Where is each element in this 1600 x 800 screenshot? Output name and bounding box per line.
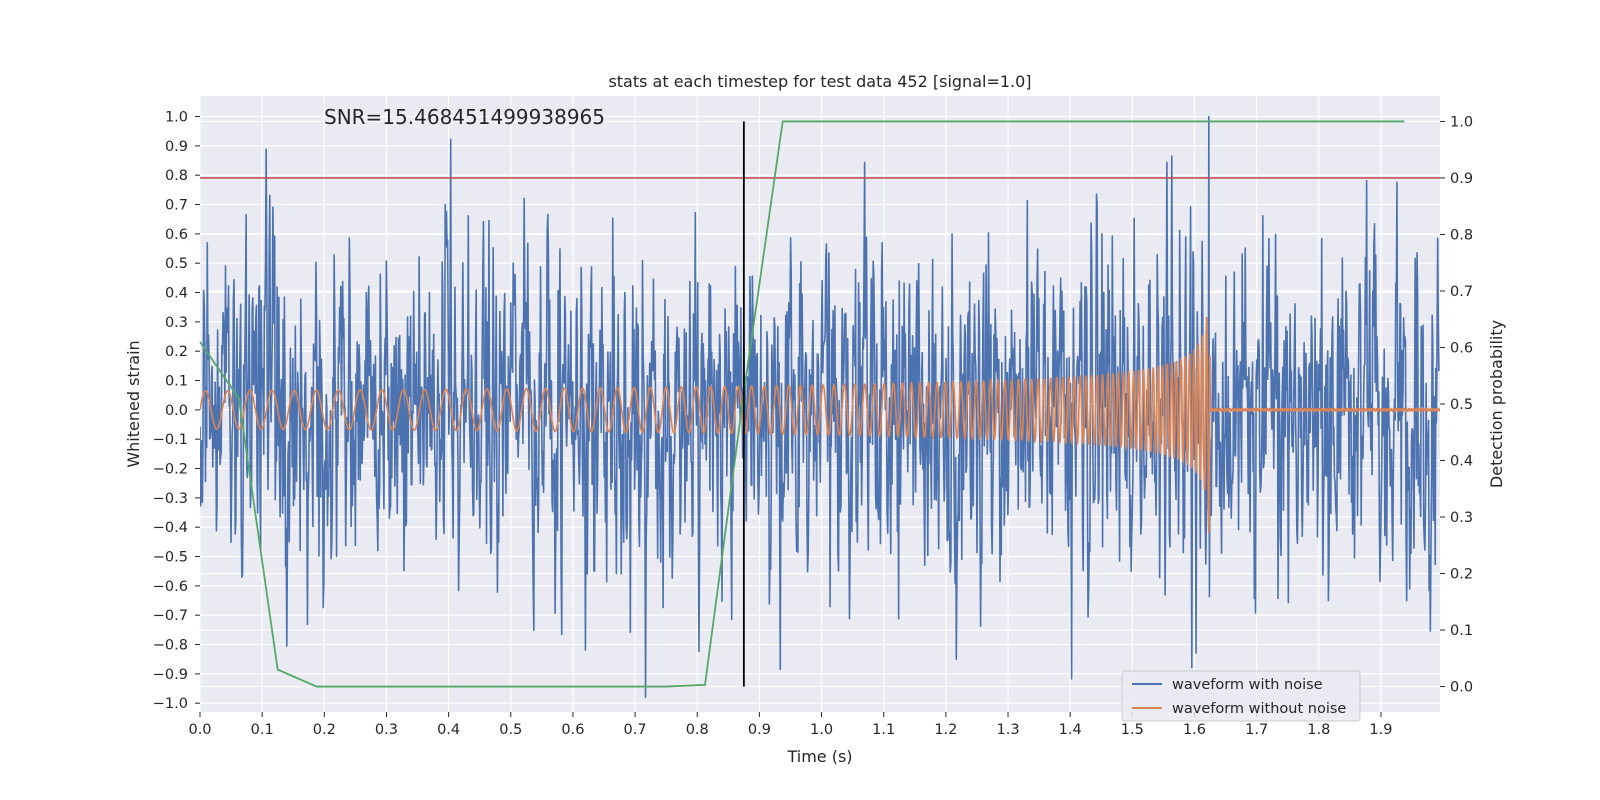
x-tick-label: 1.8	[1307, 722, 1330, 738]
y-tick-label-left: −0.8	[153, 638, 188, 654]
y-tick-label-left: −0.1	[153, 432, 188, 448]
x-tick-label: 1.5	[1121, 722, 1144, 738]
x-tick-label: 0.0	[188, 722, 211, 738]
x-tick-label: 0.7	[624, 722, 647, 738]
y-tick-label-left: 0.7	[165, 198, 188, 214]
y-tick-label-left: 0.0	[165, 403, 188, 419]
y-tick-label-left: −0.2	[153, 462, 188, 478]
x-tick-label: 1.1	[872, 722, 895, 738]
series-layer	[200, 115, 1440, 699]
y-tick-label-left: 0.6	[165, 227, 188, 243]
overlay-layer	[199, 120, 1440, 688]
x-tick-label: 1.2	[934, 722, 957, 738]
legend: waveform with noise waveform without noi…	[1121, 670, 1361, 722]
y-tick-label-right: 0.8	[1450, 227, 1473, 243]
x-tick-label: 0.4	[437, 722, 460, 738]
y-axis-title-left: Whitened strain	[124, 340, 143, 467]
x-axis-title: Time (s)	[786, 747, 852, 766]
chart-title: stats at each timestep for test data 452…	[608, 72, 1031, 91]
y-tick-label-left: 0.1	[165, 374, 188, 390]
y-tick-label-right: 0.4	[1450, 454, 1473, 470]
y-tick-label-left: 0.3	[165, 315, 188, 331]
legend-label-noisy: waveform with noise	[1172, 677, 1323, 693]
y-tick-label-left: 0.2	[165, 344, 188, 360]
y-tick-label-left: 0.8	[165, 168, 188, 184]
y-tick-label-right: 0.7	[1450, 284, 1473, 300]
y-tick-label-left: 1.0	[165, 110, 188, 126]
x-tick-label: 0.3	[375, 722, 398, 738]
y-tick-label-right: 0.1	[1450, 623, 1473, 639]
y-tick-label-left: 0.9	[165, 139, 188, 155]
y-tick-label-left: −1.0	[153, 696, 188, 712]
y-axis-title-right: Detection probability	[1487, 320, 1506, 488]
x-tick-label: 1.0	[810, 722, 833, 738]
y-tick-label-left: −0.9	[153, 667, 188, 683]
y-tick-label-left: −0.4	[153, 520, 188, 536]
x-tick-label: 0.6	[561, 722, 584, 738]
y-tick-label-right: 0.2	[1450, 567, 1473, 583]
y-tick-label-left: −0.5	[153, 550, 188, 566]
x-tick-label: 1.6	[1183, 722, 1206, 738]
y-tick-label-left: 0.4	[165, 286, 188, 302]
series-waveform-with-noise	[200, 115, 1440, 699]
x-tick-label: 0.2	[313, 722, 336, 738]
y-tick-label-left: −0.7	[153, 608, 188, 624]
series-waveform-without-noise	[200, 316, 1440, 534]
x-tick-label: 0.5	[499, 722, 522, 738]
x-tick-label: 1.4	[1059, 722, 1082, 738]
axes: 0.0 0.1 0.2 0.3 0.4 0.5 0.6 0.7 0.8 0.9 1.0 1.1 1.2 1…	[153, 110, 1473, 738]
y-tick-label-right: 0.0	[1450, 680, 1473, 696]
x-tick-label: 1.9	[1369, 722, 1392, 738]
legend-label-clean: waveform without noise	[1172, 701, 1346, 717]
x-tick-label: 1.7	[1245, 722, 1268, 738]
y-tick-label-right: 0.5	[1450, 397, 1473, 413]
x-tick-label: 0.1	[251, 722, 274, 738]
snr-annotation: SNR=15.468451499938965	[324, 105, 605, 129]
y-tick-label-right: 0.3	[1450, 510, 1473, 526]
y-tick-label-left: −0.3	[153, 491, 188, 507]
y-tick-label-left: 0.5	[165, 256, 188, 272]
x-tick-label: 1.3	[996, 722, 1019, 738]
y-tick-label-right: 1.0	[1450, 114, 1473, 130]
y-tick-label-right: 0.9	[1450, 171, 1473, 187]
x-tick-label: 0.9	[748, 722, 771, 738]
y-tick-label-left: −0.6	[153, 579, 188, 595]
y-tick-label-right: 0.6	[1450, 340, 1473, 356]
legend-frame	[1121, 670, 1361, 722]
series-detection-probability	[199, 120, 1405, 688]
x-tick-label: 0.8	[686, 722, 709, 738]
